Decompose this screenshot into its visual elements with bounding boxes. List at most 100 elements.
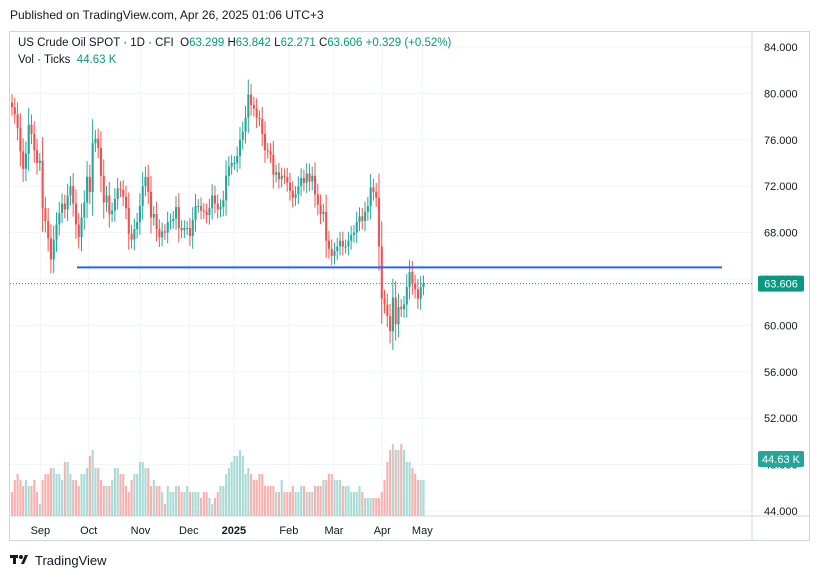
volume-bar	[289, 492, 292, 516]
volume-bar	[325, 480, 328, 516]
candle-body	[41, 160, 44, 209]
volume-bar	[314, 486, 317, 516]
volume-bar	[341, 486, 344, 516]
volume-bar	[94, 468, 97, 516]
candle-body	[289, 182, 292, 191]
volume-bar	[99, 480, 103, 516]
volume-bar	[200, 498, 203, 516]
time-tick-label: May	[412, 525, 433, 537]
volume-bar	[122, 474, 125, 516]
candle-body	[33, 134, 36, 151]
price-tick-label: 56.000	[764, 367, 798, 379]
volume-bar	[275, 492, 278, 516]
candle-body	[302, 178, 305, 183]
low-label: L	[274, 37, 281, 49]
volume-bar	[124, 486, 128, 516]
volume-bar	[205, 492, 208, 516]
volume-bar	[330, 474, 333, 516]
volume-bar	[277, 492, 280, 516]
candle-body	[272, 154, 275, 175]
candle-body	[369, 187, 372, 206]
volume-bar	[297, 492, 300, 516]
volume-bar	[394, 450, 397, 516]
candle-body	[377, 197, 381, 247]
volume-bar	[72, 480, 75, 516]
volume-bar	[38, 504, 41, 516]
candle-body	[316, 194, 319, 205]
candle-body	[255, 108, 258, 118]
volume-bar	[219, 486, 222, 516]
candle-body	[400, 306, 403, 310]
volume-bar	[119, 474, 122, 516]
candle-body	[11, 102, 14, 108]
volume-bar	[130, 480, 133, 516]
candle-body	[127, 208, 130, 234]
candle-body	[105, 195, 108, 203]
volume-bar	[113, 468, 116, 516]
candle-body	[22, 151, 25, 169]
candle-body	[88, 176, 91, 192]
candle-body	[108, 195, 111, 215]
candle-body	[130, 233, 133, 240]
volume-bar	[336, 480, 339, 516]
volume-bar	[138, 462, 141, 516]
candle-body	[391, 297, 394, 332]
candle-body	[191, 219, 194, 237]
volume-bar	[291, 486, 294, 516]
volume-bar	[27, 486, 30, 516]
volume-bar	[227, 468, 230, 516]
tradingview-logo-icon	[10, 553, 30, 568]
candle-body	[61, 203, 64, 213]
candle-body	[186, 227, 189, 229]
candle-body	[211, 195, 214, 209]
candle-body	[305, 173, 308, 183]
candle-body	[361, 216, 364, 221]
candle-body	[155, 214, 158, 230]
volume-bar	[405, 462, 408, 516]
volume-bar	[127, 492, 130, 516]
volume-bar	[155, 486, 158, 516]
chart-frame	[9, 31, 810, 541]
volume-bar	[177, 486, 180, 516]
candle-body	[225, 175, 228, 201]
candle-body	[352, 232, 356, 235]
candle-body	[16, 114, 19, 129]
candle-body	[405, 287, 408, 305]
close-value: 63.606	[327, 37, 363, 49]
volume-bar	[208, 498, 211, 516]
price-tick-label: 68.000	[764, 228, 798, 240]
candle-body	[383, 298, 386, 305]
volume-bar	[186, 486, 189, 516]
volume-bar	[166, 486, 169, 516]
volume-bar	[141, 462, 144, 516]
volume-bar	[294, 492, 297, 516]
volume-bar	[286, 492, 289, 516]
candle-body	[30, 124, 33, 134]
candle-body	[208, 208, 211, 216]
volume-bar	[213, 498, 217, 516]
volume-bar	[202, 492, 205, 516]
volume-bar	[272, 486, 275, 516]
candle-body	[263, 134, 267, 151]
candle-body	[116, 188, 119, 199]
candle-body	[216, 203, 219, 210]
candle-body	[300, 178, 303, 187]
volume-bar	[88, 456, 91, 516]
candle-body	[372, 187, 375, 192]
volume-bar	[308, 492, 311, 516]
volume-bar	[86, 468, 89, 516]
volume-bar	[364, 498, 367, 516]
axis-price-labels: 63.606 44.63 K	[758, 275, 804, 467]
candle-body	[291, 190, 294, 198]
candle-body	[24, 153, 27, 169]
candle-body	[244, 117, 247, 132]
candle-body	[158, 229, 161, 238]
candle-body	[69, 186, 72, 196]
chart-legend: US Crude Oil SPOT · 1D · CFI O63.299 H63…	[18, 35, 451, 69]
volume-bar	[241, 456, 244, 516]
candle-body	[180, 227, 183, 231]
time-tick-label: Oct	[80, 525, 97, 537]
volume-bar	[108, 486, 111, 516]
volume-bar	[55, 474, 58, 516]
